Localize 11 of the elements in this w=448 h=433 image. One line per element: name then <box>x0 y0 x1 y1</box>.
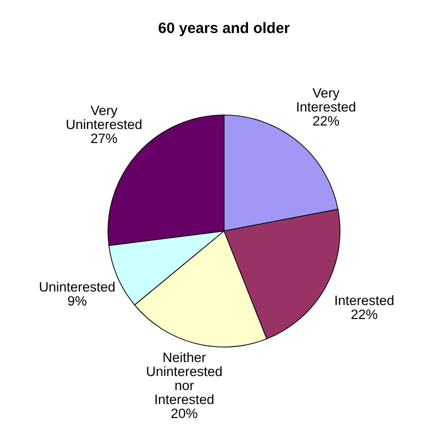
data-label: 27% <box>90 131 118 146</box>
data-label: 22% <box>312 114 340 129</box>
slice-label: Uninterested <box>38 280 116 295</box>
chart-title: 60 years and older <box>158 20 290 37</box>
slice-label: Very Uninterested <box>66 103 142 132</box>
data-label: 22% <box>350 307 378 322</box>
slice-label: Very Interested <box>296 86 356 115</box>
data-label: 9% <box>67 294 87 309</box>
slice-label: Interested <box>334 293 394 308</box>
slice-label: Neither Uninterested nor Interested <box>146 350 222 407</box>
data-label: 20% <box>170 406 198 421</box>
